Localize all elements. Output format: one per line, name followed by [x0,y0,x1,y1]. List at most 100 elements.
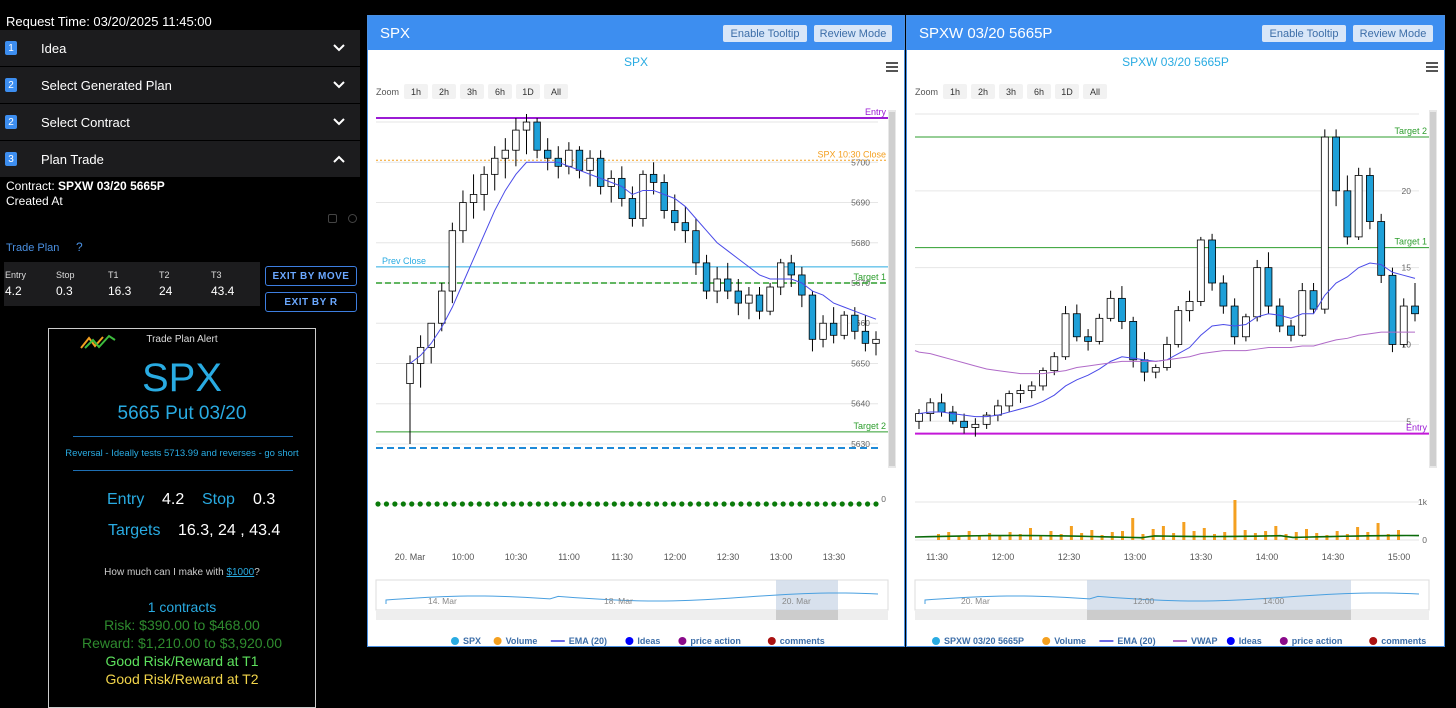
x-tick-label: 10:00 [452,552,475,562]
spx-chart-panel: SPX Enable Tooltip Review Mode SPX Zoom 1h… [367,15,905,647]
amount-link[interactable]: $1000 [226,567,255,578]
legend-item[interactable]: comments [1381,636,1426,646]
zoom-button-1h[interactable] [943,84,967,99]
candle [480,173,488,195]
candle [1411,305,1419,315]
x-tick-label: 15:00 [1388,552,1411,562]
x-tick-label: 13:30 [823,552,846,562]
legend-item[interactable]: SPXW 03/20 5665P [944,636,1024,646]
volume-bar [1274,526,1278,540]
reward-text: Reward: $1,210.00 to $3,920.00 [81,635,283,651]
zoom-button-1h[interactable] [404,84,428,99]
candle [1388,274,1397,345]
zoom-button-2h[interactable] [971,84,995,99]
navigator-selection[interactable] [776,580,838,610]
candle [469,194,478,203]
calendar-icon[interactable] [328,214,337,223]
plan-table: Entry Stop T1 T2 T3 4.2 0.3 16.3 24 43.4 [4,262,260,306]
trade-plan-alert-card: Trade Plan Alert SPX 5665 Put 03/20 Reve… [48,328,316,708]
legend-item[interactable]: Ideas [637,636,660,646]
volume-point [704,501,710,507]
step-select-generated-plan[interactable]: 2 Select Generated Plan [0,67,360,104]
legend-item[interactable]: Volume [506,636,538,646]
zoom-button-6h[interactable] [488,84,512,99]
option-chart[interactable]: SPXW 03/20 5665PZoom1h2h3h6h1DAll2015105… [907,50,1444,646]
trade-plan-link[interactable]: Trade Plan [6,242,60,254]
created-at: Created At [6,194,63,208]
volume-point [746,501,752,507]
legend-item[interactable]: comments [780,636,825,646]
legend-item[interactable]: EMA (20) [569,636,607,646]
candle [1264,267,1273,307]
y-scrollbar-thumb[interactable] [1430,112,1436,466]
candle [1320,136,1329,310]
exit-by-r-button[interactable]: EXIT BY R [265,292,357,312]
navigator-tick-label: 20. Mar [961,596,990,606]
volume-bar [1121,531,1124,540]
panel-title: SPXW 03/20 5665P [919,25,1053,42]
hamburger-icon[interactable] [886,62,898,72]
y-tick-label: 5690 [851,198,870,208]
candle [491,157,499,175]
logo-icon [80,334,116,349]
enable-tooltip-button[interactable]: Enable Tooltip [723,25,807,42]
spx-chart[interactable]: SPX Zoom 1h 2h 3h 6h 1D All 5700 5690 5680 5670 5660… [368,50,904,646]
navigator-scrollbar-thumb[interactable] [1087,610,1351,620]
zoom-button-All[interactable] [1083,84,1107,99]
legend-item[interactable]: VWAP [1191,636,1218,646]
legend-item[interactable]: EMA (20) [1117,636,1155,646]
candle [787,262,795,276]
volume-point [856,501,862,507]
zoom-button-All[interactable] [544,84,568,99]
step-idea[interactable]: 1 Idea [0,30,360,67]
zoom-button-3h[interactable] [460,84,484,99]
clock-icon[interactable] [348,214,357,223]
x-tick-label: 20. Mar [395,552,426,562]
candle [713,278,721,292]
vwap-line [914,331,1415,375]
volume-point [544,501,550,507]
y-scrollbar-thumb[interactable] [889,112,895,466]
navigator-scrollbar[interactable] [376,610,888,620]
volume-point [417,501,423,507]
rr-t1-text: Good Risk/Reward at T1 [105,653,259,669]
navigator-selection[interactable] [1087,580,1351,610]
hamburger-icon[interactable] [1426,62,1438,72]
enable-tooltip-button[interactable]: Enable Tooltip [1262,25,1346,42]
chart-title: SPXW 03/20 5665P [1122,55,1229,69]
review-mode-button[interactable]: Review Mode [814,25,892,42]
zoom-button-label: 1h [950,87,960,97]
volume-point [637,501,643,507]
volume-bar [1161,526,1165,540]
y-tick-label: 5630 [851,439,870,449]
legend-item[interactable]: Ideas [1239,636,1262,646]
legend-item[interactable]: Volume [1054,636,1086,646]
step-select-contract[interactable]: 2 Select Contract [0,104,360,141]
how-much-prefix: How much can I make with [104,567,227,578]
volume-point [493,501,499,507]
help-icon[interactable]: ? [76,240,83,254]
volume-point [645,501,651,507]
zoom-button-1D[interactable] [516,84,540,99]
y-tick-label: 5660 [851,318,870,328]
step-plan-trade[interactable]: 3 Plan Trade [0,141,360,178]
legend-item[interactable]: SPX [463,636,481,646]
review-mode-button[interactable]: Review Mode [1353,25,1433,42]
legend-marker [493,637,502,645]
exit-by-move-button[interactable]: EXIT BY MOVE [265,266,357,286]
legend-item[interactable]: price action [690,636,741,646]
volume-point [797,501,803,507]
navigator-scrollbar-thumb[interactable] [776,610,838,620]
legend-item[interactable]: price action [1292,636,1343,646]
value-t3: 43.4 [211,284,235,298]
zoom-button-3h[interactable] [999,84,1023,99]
volume-bar [988,533,992,540]
y-tick-label: 5670 [851,278,870,288]
volume-tick-label: 1k [1418,497,1428,507]
level-label: Entry [1406,423,1428,433]
zoom-button-6h[interactable] [1027,84,1051,99]
volume-point [772,501,778,507]
candle [960,420,968,428]
zoom-button-2h[interactable] [432,84,456,99]
zoom-button-1D[interactable] [1055,84,1079,99]
